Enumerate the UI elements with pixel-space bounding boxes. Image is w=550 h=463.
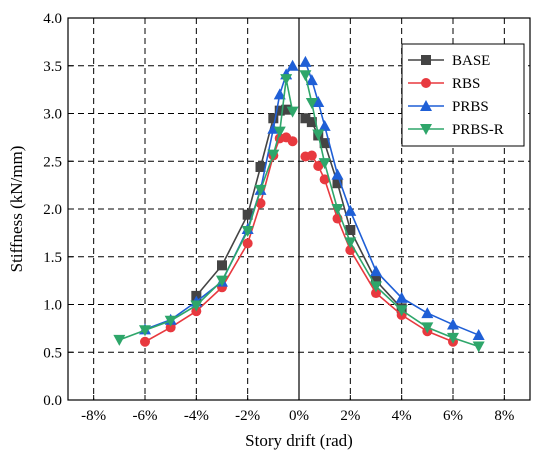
data-point-rbs-0-1 [165,322,176,333]
y-tick-label-8: 4.0 [43,11,62,27]
legend-marker-rbs [421,78,431,88]
data-point-base-0-1 [217,260,227,271]
legend-label-rbs: RBS [452,76,480,92]
data-point-base-1-5 [345,225,356,236]
series-base [191,104,407,314]
data-point-prbs-r-1-6 [370,281,382,293]
data-point-prbs-1-6 [370,265,382,277]
x-tick-label-4: 0% [289,408,309,424]
data-point-prbs-r-1-1 [305,97,318,109]
y-tick-label-1: 0.5 [43,345,62,361]
data-point-prbs-r-0-4 [216,275,228,287]
series-group [113,55,485,353]
legend-marker-prbs [420,100,432,111]
data-point-base-0-4 [268,113,279,124]
x-tick-label-7: 6% [443,408,463,424]
legend-label-prbs: PRBS [452,99,489,115]
data-point-rbs-1-1 [306,150,317,161]
legend-entry-prbs-r: PRBS-R [408,122,504,138]
data-point-base-1-0 [300,113,311,124]
data-point-base-1-6 [371,275,381,286]
data-point-prbs-r-1-10 [472,341,485,353]
y-tick-label-6: 3.0 [43,107,62,123]
data-point-prbs-1-7 [395,291,408,303]
series-line-rbs-1 [305,154,454,343]
data-point-prbs-r-1-8 [421,322,434,334]
x-tick-label-2: -4% [184,408,209,424]
y-tick-label-2: 1.0 [43,298,62,314]
data-point-prbs-r-1-4 [331,204,344,215]
legend-label-prbs-r: PRBS-R [452,122,504,138]
data-point-rbs-0-5 [255,198,266,209]
y-tick-label-4: 2.0 [43,202,62,218]
ticks: -8% -6% -4% -2% 0% 2% 4% 6% 8% 0.0 0.5 1.0 1.5 2.0 2.5… [43,11,514,424]
y-tick-label-7: 3.5 [43,59,62,75]
data-point-prbs-r-1-9 [447,332,459,344]
data-point-prbs-r-1-2 [312,129,325,141]
legend-label-base: BASE [452,53,490,69]
data-point-prbs-r-0-1 [139,325,151,337]
x-tick-label-5: 2% [340,408,360,424]
y-tick-label-3: 1.5 [43,250,62,266]
legend-entry-base: BASE [408,53,490,69]
data-point-prbs-0-9 [286,59,299,71]
data-point-prbs-r-0-6 [254,184,267,196]
data-point-base-1-4 [332,178,343,189]
legend-entry-rbs: RBS [408,76,480,92]
data-point-prbs-r-0-7 [267,149,280,161]
data-point-prbs-r-0-8 [273,126,286,138]
data-point-prbs-r-1-5 [344,237,357,249]
data-point-prbs-0-7 [273,88,286,100]
data-point-prbs-r-0-2 [164,315,177,327]
x-tick-label-0: -8% [81,408,106,424]
data-point-base-0-6 [281,104,292,115]
series-line-base-0 [195,108,287,297]
data-point-base-0-3 [255,161,266,172]
data-point-prbs-1-2 [312,96,325,108]
data-point-rbs-0-9 [287,136,298,147]
x-tick-label-3: -2% [235,408,260,424]
data-point-rbs-0-0 [140,336,150,347]
data-point-prbs-r-1-0 [299,70,312,82]
y-axis-title: Stiffness (kN/mm) [7,146,26,273]
data-point-prbs-r-0-5 [241,225,254,237]
data-point-rbs-1-6 [371,288,381,299]
series-prbs-r [113,70,485,353]
x-tick-label-8: 8% [494,408,514,424]
data-point-prbs-1-10 [472,329,485,341]
x-tick-label-1: -6% [133,408,158,424]
data-point-prbs-r-1-3 [318,158,331,170]
data-point-base-1-3 [319,138,330,149]
data-point-prbs-r-0-10 [286,106,299,118]
data-point-base-0-2 [242,209,253,220]
data-point-prbs-r-0-0 [113,334,126,346]
data-point-base-0-5 [274,105,285,116]
data-point-rbs-1-3 [319,174,330,185]
y-tick-label-5: 2.5 [43,154,62,170]
data-point-prbs-1-9 [447,318,459,330]
legend-marker-base [421,55,431,65]
legend: BASE RBS PRBS PRBS-R [401,43,525,147]
y-tick-label-0: 0.0 [43,393,62,409]
data-point-prbs-r-1-7 [395,305,408,317]
legend-marker-prbs-r [420,124,432,135]
data-point-rbs-1-2 [313,161,324,172]
data-point-prbs-1-4 [331,168,344,180]
series-line-rbs-0 [144,136,293,343]
x-axis-title: Story drift (rad) [245,431,353,450]
data-point-base-1-1 [306,117,317,128]
data-point-prbs-1-3 [318,119,331,131]
data-point-prbs-1-5 [344,204,357,216]
data-point-prbs-1-1 [305,74,318,86]
data-point-prbs-1-8 [421,307,434,319]
data-point-rbs-0-4 [242,238,253,249]
x-tick-label-6: 4% [392,408,412,424]
data-point-prbs-1-0 [299,55,312,67]
data-point-prbs-r-0-3 [190,300,203,312]
data-point-prbs-r-0-9 [280,74,293,86]
legend-entry-prbs: PRBS [408,99,489,115]
